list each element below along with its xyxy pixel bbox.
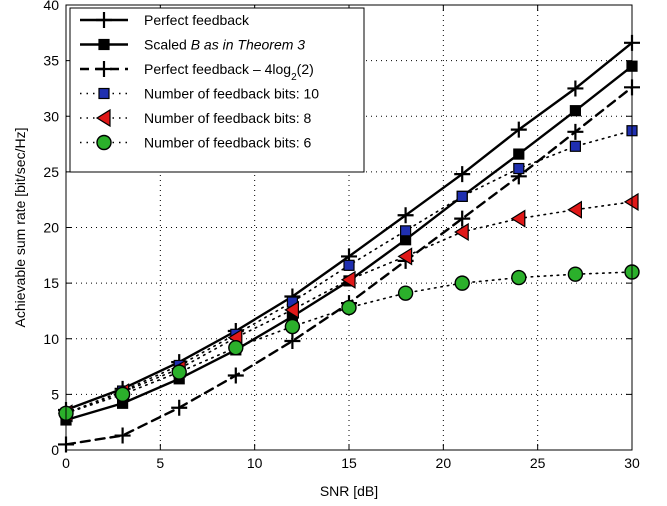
y-tick-label: 20 <box>43 220 59 236</box>
legend-entry: Scaled B as in Theorem 3 <box>80 37 305 53</box>
legend-label: Perfect feedback <box>144 12 250 28</box>
data-point <box>397 285 414 301</box>
data-point <box>171 364 187 380</box>
x-tick-label: 20 <box>436 455 452 471</box>
y-tick-label: 25 <box>43 164 59 180</box>
legend-label-text: Number of feedback bits: 6 <box>144 135 312 151</box>
y-tick-label: 5 <box>51 386 59 402</box>
data-point <box>567 123 584 140</box>
legend-label-suffix: (2) <box>297 61 314 77</box>
data-point <box>341 299 357 316</box>
legend-entry: Number of feedback bits: 8 <box>80 108 312 128</box>
legend-marker <box>96 12 112 28</box>
data-point <box>513 148 525 160</box>
x-tick-label: 15 <box>341 455 357 471</box>
series-line <box>65 271 633 415</box>
axis-ticks: 0 5 10 15 20 25 30 0 5 10 15 20 25 30 35 40 <box>43 0 640 471</box>
data-point <box>397 207 414 224</box>
legend-entry: Number of feedback bits: 6 <box>80 135 312 151</box>
data-point <box>284 332 301 349</box>
grid <box>66 5 632 450</box>
x-tick-label: 0 <box>62 455 70 471</box>
data-point <box>567 200 583 219</box>
data-point <box>454 166 471 183</box>
legend-label: Number of feedback bits: 6 <box>144 135 312 151</box>
legend-marker <box>96 134 112 151</box>
y-tick-label: 10 <box>43 331 59 347</box>
legend-label: Perfect feedback – 4log2(2) <box>144 61 314 83</box>
plot-series <box>57 34 640 453</box>
legend-label-text: Number of feedback bits: 10 <box>144 86 319 102</box>
y-tick-label: 15 <box>43 275 59 291</box>
legend-label: Scaled B as in Theorem 3 <box>144 37 305 53</box>
data-point <box>510 121 527 138</box>
data-point <box>114 386 131 403</box>
y-tick-label: 0 <box>51 442 59 458</box>
legend-label-text: Scaled <box>144 37 191 53</box>
data-point <box>114 427 131 444</box>
legend-label-text: Perfect feedback – 4log <box>144 61 291 77</box>
x-axis-label: SNR [dB] <box>320 483 378 499</box>
data-point <box>569 140 582 152</box>
data-point <box>397 247 413 266</box>
data-point <box>340 270 356 289</box>
x-tick-label: 10 <box>247 455 263 471</box>
y-tick-label: 40 <box>43 0 59 13</box>
legend-entry: Perfect feedback <box>80 12 250 28</box>
data-point <box>343 259 355 271</box>
x-tick-label: 25 <box>530 455 546 471</box>
series-6 <box>58 264 640 421</box>
data-point <box>454 210 471 227</box>
y-tick-label: 30 <box>43 108 59 124</box>
legend-entry: Number of feedback bits: 10 <box>80 86 319 102</box>
data-point <box>227 367 244 384</box>
legend: Perfect feedback Scaled B as in Theorem 3… <box>69 7 365 173</box>
legend-label-subscript: 2 <box>291 72 297 83</box>
data-point <box>513 162 525 175</box>
legend-label-text: Number of feedback bits: 8 <box>144 110 312 126</box>
legend-label-italic: B as in Theorem 3 <box>191 37 306 53</box>
x-tick-label: 30 <box>624 455 640 471</box>
data-point <box>567 80 584 97</box>
legend-label-text: Perfect feedback <box>144 12 250 28</box>
legend-marker <box>98 87 110 100</box>
legend-entry: Perfect feedback – 4log2(2) <box>80 61 314 83</box>
legend-marker <box>95 108 111 128</box>
data-point <box>510 209 526 228</box>
data-point <box>228 339 244 356</box>
legend-box <box>69 7 365 173</box>
x-tick-label: 5 <box>156 455 164 471</box>
data-point <box>456 190 468 202</box>
legend-label: Number of feedback bits: 8 <box>144 110 312 126</box>
y-axis-label: Achievable sum rate [bit/sec/Hz] <box>12 128 28 328</box>
data-point <box>569 105 582 117</box>
data-point <box>454 275 470 291</box>
legend-marker <box>96 61 112 77</box>
data-point <box>511 269 527 286</box>
y-tick-label: 35 <box>43 53 59 69</box>
data-point <box>284 318 301 335</box>
legend-label: Number of feedback bits: 10 <box>144 86 319 102</box>
data-point <box>284 300 299 319</box>
data-point <box>171 399 188 416</box>
data-point <box>454 222 469 242</box>
data-point <box>567 266 584 282</box>
data-point <box>400 225 412 237</box>
legend-marker <box>98 38 110 51</box>
